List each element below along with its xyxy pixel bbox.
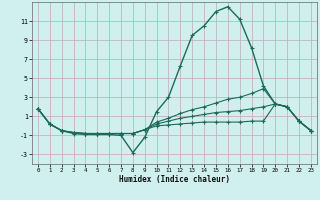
X-axis label: Humidex (Indice chaleur): Humidex (Indice chaleur) <box>119 175 230 184</box>
